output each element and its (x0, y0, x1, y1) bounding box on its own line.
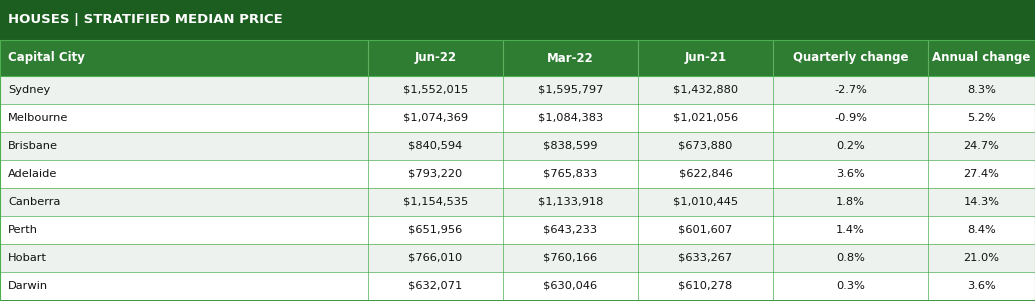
Bar (0, 216, 1035, 244)
Text: $1,084,383: $1,084,383 (538, 113, 603, 123)
Text: $1,021,056: $1,021,056 (673, 113, 738, 123)
Text: Darwin: Darwin (8, 281, 48, 291)
Text: 0.8%: 0.8% (836, 253, 865, 263)
Text: $840,594: $840,594 (409, 141, 463, 151)
Text: 21.0%: 21.0% (964, 253, 1000, 263)
Text: Mar-22: Mar-22 (548, 51, 594, 64)
Text: Jun-21: Jun-21 (684, 51, 727, 64)
Text: 0.2%: 0.2% (836, 141, 865, 151)
Text: $673,880: $673,880 (678, 141, 733, 151)
Bar (0, 272, 1035, 300)
Text: $633,267: $633,267 (678, 253, 733, 263)
Text: 1.4%: 1.4% (836, 225, 865, 235)
Text: $760,166: $760,166 (543, 253, 597, 263)
Text: Jun-22: Jun-22 (414, 51, 456, 64)
Text: $643,233: $643,233 (543, 225, 597, 235)
Text: $1,074,369: $1,074,369 (403, 113, 468, 123)
Bar (0, 244, 1035, 272)
Text: Annual change: Annual change (933, 51, 1031, 64)
Text: $1,552,015: $1,552,015 (403, 85, 468, 95)
Text: Perth: Perth (8, 225, 38, 235)
Text: Capital City: Capital City (8, 51, 85, 64)
Bar (0, 132, 1035, 160)
Text: 27.4%: 27.4% (964, 169, 1000, 179)
Text: $838,599: $838,599 (543, 141, 598, 151)
Text: $766,010: $766,010 (409, 253, 463, 263)
Bar (0, 160, 1035, 188)
Bar (0, 76, 1035, 104)
Bar (0, 104, 1035, 132)
Text: $610,278: $610,278 (678, 281, 733, 291)
Text: $1,010,445: $1,010,445 (673, 197, 738, 207)
Text: -0.9%: -0.9% (834, 113, 867, 123)
Text: 3.6%: 3.6% (967, 281, 996, 291)
Text: Adelaide: Adelaide (8, 169, 57, 179)
Text: $1,154,535: $1,154,535 (403, 197, 468, 207)
Text: 1.8%: 1.8% (836, 197, 865, 207)
Text: 8.3%: 8.3% (967, 85, 996, 95)
Text: 5.2%: 5.2% (967, 113, 996, 123)
Bar (0, 188, 1035, 216)
Text: $793,220: $793,220 (409, 169, 463, 179)
Text: Brisbane: Brisbane (8, 141, 58, 151)
Text: Melbourne: Melbourne (8, 113, 68, 123)
Bar (0, 0, 1035, 40)
Text: Canberra: Canberra (8, 197, 60, 207)
Text: -2.7%: -2.7% (834, 85, 867, 95)
Text: HOUSES | STRATIFIED MEDIAN PRICE: HOUSES | STRATIFIED MEDIAN PRICE (8, 14, 283, 26)
Text: 14.3%: 14.3% (964, 197, 1000, 207)
Text: $601,607: $601,607 (678, 225, 733, 235)
Text: $622,846: $622,846 (679, 169, 733, 179)
Text: 24.7%: 24.7% (964, 141, 1000, 151)
Text: $632,071: $632,071 (409, 281, 463, 291)
Text: Hobart: Hobart (8, 253, 47, 263)
Text: $765,833: $765,833 (543, 169, 597, 179)
Text: $1,133,918: $1,133,918 (538, 197, 603, 207)
Text: $630,046: $630,046 (543, 281, 597, 291)
Text: 3.6%: 3.6% (836, 169, 865, 179)
Bar (0, 40, 1035, 76)
Text: $651,956: $651,956 (409, 225, 463, 235)
Text: $1,432,880: $1,432,880 (673, 85, 738, 95)
Text: 8.4%: 8.4% (967, 225, 996, 235)
Text: $1,595,797: $1,595,797 (538, 85, 603, 95)
Text: Sydney: Sydney (8, 85, 51, 95)
Text: 0.3%: 0.3% (836, 281, 865, 291)
Text: Quarterly change: Quarterly change (793, 51, 909, 64)
